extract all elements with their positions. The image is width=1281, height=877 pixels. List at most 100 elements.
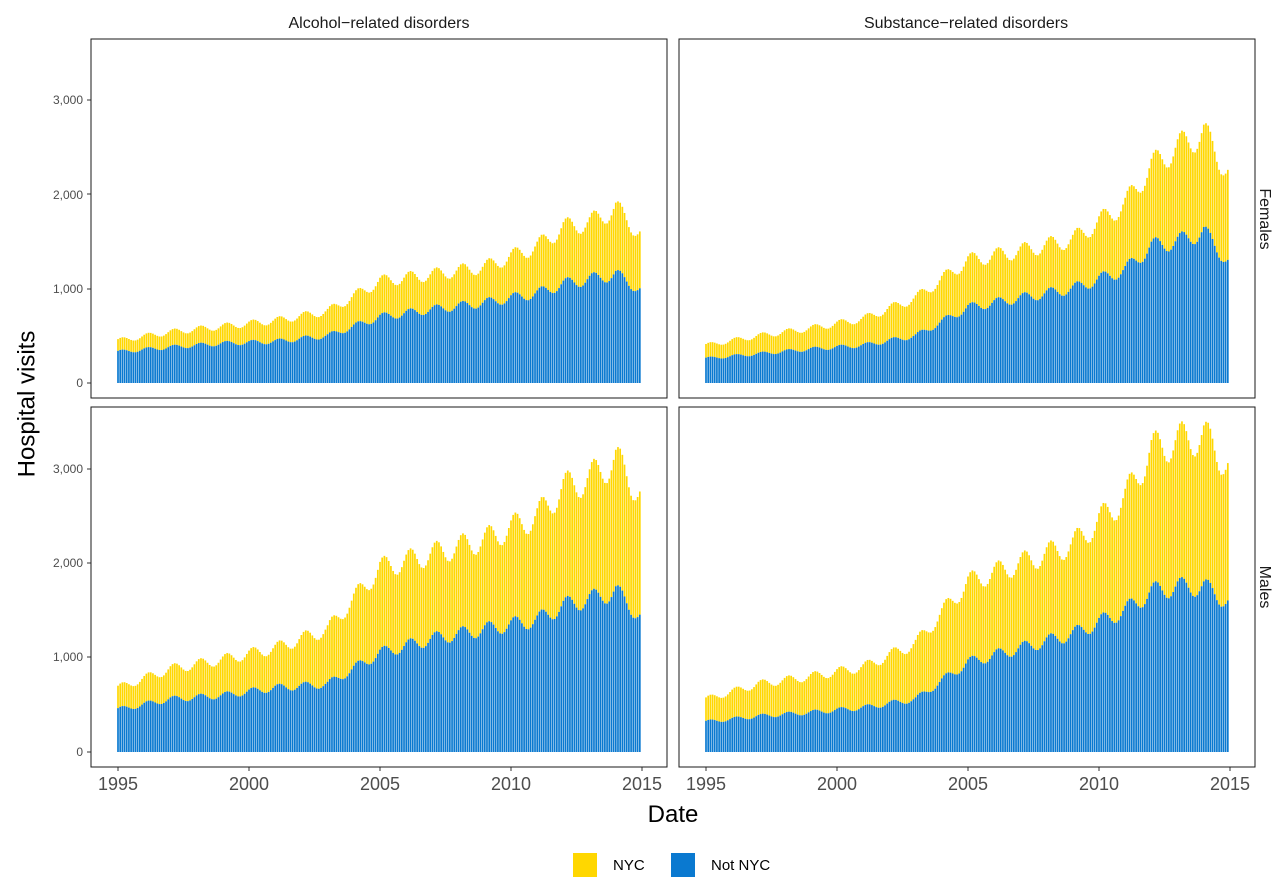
bar-not-nyc	[403, 313, 405, 383]
bar-nyc	[248, 650, 250, 690]
bar-nyc	[400, 567, 403, 650]
bar-nyc	[134, 685, 137, 709]
bar-not-nyc	[512, 617, 515, 752]
bar-not-nyc	[547, 614, 549, 752]
bar-not-nyc	[324, 335, 327, 383]
bar-nyc	[753, 687, 755, 718]
bar-not-nyc	[1168, 251, 1170, 383]
bar-not-nyc	[1028, 294, 1030, 383]
bar-not-nyc	[313, 338, 316, 383]
bar-not-nyc	[1113, 279, 1116, 383]
bar-not-nyc	[514, 616, 517, 752]
bar-not-nyc	[954, 674, 956, 752]
bar-nyc	[154, 674, 156, 703]
bar-not-nyc	[785, 712, 788, 752]
bar-not-nyc	[586, 279, 589, 383]
bar-not-nyc	[886, 703, 889, 752]
bar-not-nyc	[707, 719, 710, 752]
bar-not-nyc	[882, 343, 884, 383]
bar-nyc	[877, 316, 880, 345]
bar-nyc	[516, 247, 519, 293]
bar-nyc	[619, 448, 622, 587]
bar-nyc	[431, 547, 434, 636]
bar-not-nyc	[722, 721, 725, 752]
bar-not-nyc	[267, 343, 270, 383]
bar-nyc	[1119, 211, 1122, 275]
bar-nyc	[794, 679, 797, 714]
bar-nyc	[945, 599, 948, 674]
bar-nyc	[713, 342, 716, 358]
bar-nyc	[370, 588, 373, 664]
bar-not-nyc	[392, 317, 394, 383]
bar-nyc	[1133, 186, 1135, 259]
bar-not-nyc	[606, 603, 608, 752]
bar-not-nyc	[291, 342, 294, 383]
bar-not-nyc	[431, 635, 434, 752]
bar-not-nyc	[1150, 241, 1153, 383]
bar-nyc	[451, 277, 453, 311]
bar-not-nyc	[128, 707, 130, 752]
bar-not-nyc	[1122, 270, 1124, 383]
bar-not-nyc	[759, 714, 762, 752]
bar-not-nyc	[964, 663, 967, 752]
bar-nyc	[348, 607, 351, 674]
bar-nyc	[775, 685, 777, 718]
bar-not-nyc	[494, 301, 497, 383]
bar-not-nyc	[193, 345, 196, 383]
y-tick-marks	[87, 99, 91, 753]
bar-not-nyc	[243, 343, 246, 383]
bar-not-nyc	[766, 352, 768, 383]
bar-not-nyc	[407, 639, 410, 752]
bar-not-nyc	[895, 337, 897, 383]
bar-nyc	[163, 675, 165, 704]
bar-not-nyc	[809, 347, 812, 383]
bar-not-nyc	[991, 655, 993, 752]
bar-nyc	[294, 646, 296, 690]
bar-nyc	[912, 644, 915, 700]
bar-nyc	[742, 338, 744, 356]
bar-nyc	[744, 690, 747, 719]
bar-nyc	[1058, 556, 1061, 642]
bar-nyc	[433, 542, 436, 633]
bar-not-nyc	[914, 697, 917, 752]
bar-nyc	[473, 554, 475, 638]
bar-nyc	[160, 336, 163, 351]
bar-nyc	[403, 560, 405, 647]
bar-not-nyc	[801, 715, 803, 752]
bar-not-nyc	[538, 287, 541, 383]
bar-not-nyc	[1058, 294, 1061, 383]
bar-not-nyc	[973, 302, 976, 383]
bar-nyc	[494, 535, 497, 629]
bar-nyc	[435, 540, 438, 632]
bar-not-nyc	[193, 697, 196, 752]
bar-nyc	[932, 291, 934, 330]
bar-not-nyc	[912, 699, 915, 752]
bar-nyc	[549, 510, 552, 618]
bar-not-nyc	[429, 309, 432, 383]
bar-not-nyc	[128, 351, 130, 383]
bar-not-nyc	[431, 306, 434, 383]
bar-nyc	[333, 615, 335, 677]
bar-nyc	[735, 337, 738, 355]
bar-nyc	[1194, 152, 1196, 245]
bar-nyc	[184, 670, 187, 701]
bar-not-nyc	[409, 308, 412, 383]
bar-not-nyc	[328, 332, 331, 383]
bar-nyc	[1148, 452, 1151, 593]
bar-not-nyc	[634, 291, 637, 383]
bar-nyc	[1165, 461, 1168, 598]
bar-nyc	[724, 696, 727, 722]
bar-not-nyc	[1115, 622, 1118, 752]
bar-not-nyc	[575, 607, 578, 752]
bar-nyc	[422, 568, 425, 648]
bar-not-nyc	[525, 628, 528, 752]
bar-not-nyc	[245, 342, 248, 383]
bar-not-nyc	[466, 303, 469, 383]
bar-nyc	[352, 293, 355, 325]
bar-not-nyc	[860, 707, 862, 752]
bar-nyc	[453, 553, 456, 638]
bar-not-nyc	[298, 685, 301, 752]
bar-nyc	[147, 672, 150, 701]
bar-not-nyc	[1015, 301, 1017, 383]
bar-not-nyc	[1198, 237, 1201, 383]
